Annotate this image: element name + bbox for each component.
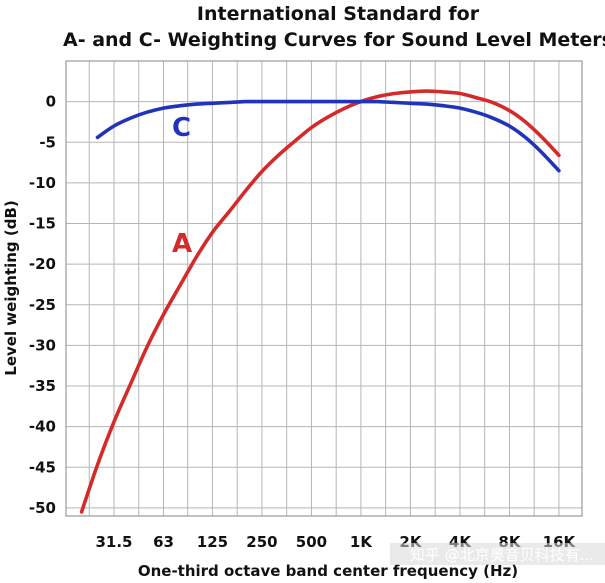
x-tick-label: 1K — [350, 533, 373, 551]
y-tick-label: -10 — [29, 174, 56, 192]
x-tick-label: 125 — [197, 533, 228, 551]
watermark-backdrop — [390, 543, 605, 565]
chart-subtitle: A- and C- Weighting Curves for Sound Lev… — [63, 29, 605, 51]
y-tick-label: -20 — [29, 255, 56, 273]
y-tick-label: -15 — [29, 215, 56, 233]
plot-area-border — [65, 60, 583, 517]
watermark: 知乎 @北京奥音贝科技有... — [410, 546, 594, 564]
y-tick-labels: 0 -5 -10 -15 -20 -25 -30 -35 -40 -45 -50 — [29, 93, 56, 517]
series-label-c: C — [172, 113, 191, 143]
series-lines — [79, 89, 561, 514]
x-tick-label: 31.5 — [95, 533, 132, 551]
x-tick-label: 63 — [153, 533, 174, 551]
x-tick-label: 250 — [246, 533, 277, 551]
y-tick-label: -5 — [39, 133, 56, 151]
chart-title: International Standard for — [197, 3, 480, 25]
y-axis-label: Level weighting (dB) — [2, 200, 20, 375]
y-tick-label: -50 — [29, 499, 56, 517]
series-line-a — [79, 89, 561, 514]
y-tick-label: -45 — [29, 458, 56, 476]
grid — [66, 61, 582, 516]
y-tick-label: 0 — [46, 93, 56, 111]
y-tick-label: -40 — [29, 418, 56, 436]
series-line-c — [95, 99, 561, 173]
y-tick-label: -35 — [29, 377, 56, 395]
x-tick-label: 500 — [296, 533, 327, 551]
y-tick-label: -30 — [29, 336, 56, 354]
series-label-a: A — [172, 229, 192, 259]
x-axis-label: One-third octave band center frequency (… — [138, 562, 518, 580]
y-tick-label: -25 — [29, 296, 56, 314]
